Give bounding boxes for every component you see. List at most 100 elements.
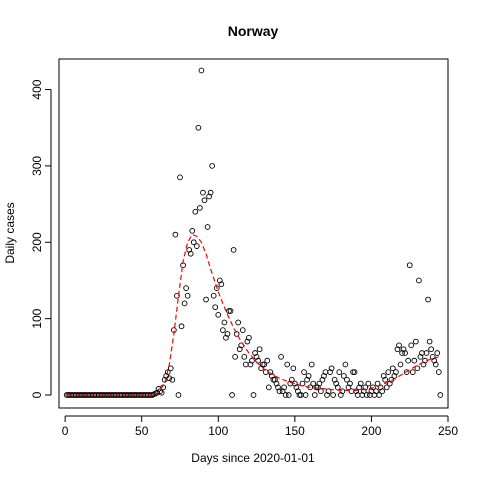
- data-point: [224, 331, 231, 337]
- data-point: [261, 361, 268, 368]
- data-point: [325, 388, 332, 395]
- data-point: [177, 174, 183, 181]
- data-point: [316, 380, 323, 387]
- data-point: [311, 392, 318, 398]
- y-tick-label: 0: [30, 391, 44, 398]
- data-point: [265, 384, 272, 391]
- data-point: [341, 373, 347, 379]
- x-tick-label: 100: [208, 424, 228, 438]
- data-point: [396, 342, 402, 349]
- data-point: [193, 243, 200, 249]
- data-point: [403, 369, 410, 375]
- data-point: [365, 380, 372, 387]
- data-point: [397, 361, 404, 368]
- data-point: [318, 388, 324, 395]
- x-tick-label: 250: [438, 424, 458, 438]
- data-point: [437, 392, 444, 398]
- data-point: [241, 353, 248, 360]
- data-point: [183, 285, 189, 291]
- y-axis-label: Daily cases: [3, 202, 17, 263]
- data-point: [246, 334, 252, 341]
- data-point: [435, 369, 442, 375]
- x-tick-label: 200: [361, 424, 381, 438]
- data-point: [189, 227, 196, 234]
- data-point: [363, 392, 370, 398]
- data-point: [308, 361, 315, 368]
- data-point: [412, 338, 419, 345]
- data-point: [416, 277, 422, 284]
- data-point: [302, 392, 309, 398]
- data-point: [336, 369, 343, 375]
- data-point: [164, 369, 171, 375]
- data-point: [299, 380, 306, 387]
- data-point: [432, 361, 439, 368]
- data-point: [383, 384, 390, 391]
- data-point: [428, 346, 435, 353]
- data-point: [187, 250, 194, 257]
- data-point: [406, 262, 413, 269]
- y-tick-label: 200: [30, 232, 44, 252]
- y-tick-label: 400: [30, 79, 44, 99]
- fit-line: [66, 233, 439, 396]
- data-points: [63, 67, 444, 398]
- data-point: [200, 189, 206, 196]
- data-point: [409, 369, 416, 375]
- data-point: [201, 197, 208, 204]
- data-point: [434, 350, 441, 356]
- data-point: [195, 124, 202, 131]
- data-point: [339, 388, 346, 395]
- data-point: [169, 376, 176, 383]
- data-point: [310, 380, 317, 387]
- data-point: [235, 319, 242, 326]
- data-point: [175, 392, 182, 398]
- data-point: [426, 338, 433, 345]
- data-point: [393, 369, 399, 375]
- data-point: [351, 369, 358, 375]
- data-point: [190, 239, 197, 246]
- data-point: [290, 365, 297, 372]
- data-point: [209, 163, 215, 169]
- data-point: [411, 357, 418, 364]
- data-point: [344, 376, 350, 383]
- data-point: [357, 380, 364, 387]
- data-point: [249, 357, 255, 364]
- data-point: [227, 308, 234, 314]
- data-point: [385, 369, 392, 375]
- data-point: [423, 350, 430, 356]
- data-point: [285, 392, 292, 398]
- x-tick-label: 0: [62, 424, 69, 438]
- y-axis: 0 100 200 300 400: [30, 79, 52, 398]
- data-point: [207, 189, 214, 196]
- data-point: [370, 384, 376, 391]
- data-point: [276, 388, 283, 395]
- y-tick-label: 100: [30, 308, 44, 328]
- data-point: [330, 392, 336, 398]
- data-point: [218, 281, 225, 288]
- data-point: [233, 331, 240, 337]
- data-point: [212, 304, 219, 311]
- data-point: [402, 350, 408, 356]
- data-point: [166, 375, 173, 382]
- data-point: [414, 365, 421, 372]
- data-point: [328, 365, 335, 372]
- data-point: [197, 205, 203, 211]
- y-tick-label: 300: [30, 156, 44, 176]
- chart-title: Norway: [228, 23, 279, 39]
- data-point: [215, 311, 222, 318]
- data-point: [229, 392, 235, 398]
- data-point: [178, 323, 185, 330]
- data-point: [382, 376, 389, 383]
- data-point: [425, 296, 431, 303]
- data-point: [232, 353, 238, 360]
- data-point: [192, 208, 199, 215]
- data-point: [376, 392, 382, 398]
- x-tick-label: 50: [135, 424, 149, 438]
- data-point: [284, 361, 291, 368]
- data-point: [281, 384, 287, 391]
- data-point: [305, 373, 312, 379]
- data-point: [282, 392, 289, 398]
- data-point: [264, 357, 271, 364]
- data-point: [198, 67, 205, 74]
